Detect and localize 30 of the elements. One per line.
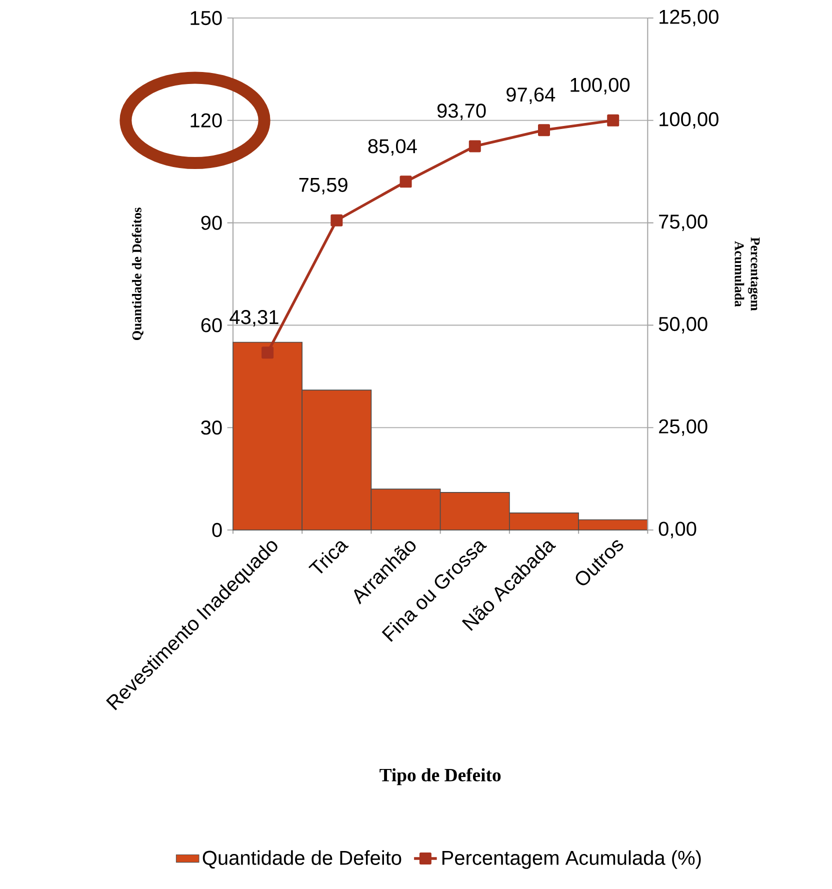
y2-axis-title: Percentagem Acumulada xyxy=(734,237,760,311)
data-label: 85,04 xyxy=(368,139,417,156)
y-axis-title: Quantidade de Defeitos xyxy=(132,208,144,340)
y-tick-label: 120 xyxy=(190,113,222,128)
y2-tick-label: 75,00 xyxy=(659,214,708,232)
y2-tick-label: 100,00 xyxy=(660,112,718,129)
y-tick-label: 0 xyxy=(212,522,222,538)
legend-label: Quantidade de Defeito xyxy=(202,850,402,869)
data-label: 97,64 xyxy=(506,87,556,104)
point xyxy=(400,176,412,188)
data-label: 93,70 xyxy=(437,104,486,120)
y-tick-label: 150 xyxy=(190,10,222,26)
y-tick-label: 30 xyxy=(201,420,222,435)
point xyxy=(262,346,274,359)
point xyxy=(330,214,343,226)
data-label: 75,59 xyxy=(299,178,348,194)
y2-tick-label: 50,00 xyxy=(658,316,708,334)
y2-tick-label: 0,00 xyxy=(658,522,696,538)
legend-label: Percentagem Acumulada (%) xyxy=(442,850,701,869)
y-tick-label: 60 xyxy=(201,318,222,332)
point xyxy=(538,124,550,136)
point xyxy=(607,114,620,126)
data-label: 100,00 xyxy=(570,78,630,94)
y2-tick-label: 125,00 xyxy=(660,10,718,26)
x-tick-label: Trica xyxy=(308,541,349,574)
x-axis-title: Tipo de Defeito xyxy=(380,768,501,786)
point xyxy=(468,140,481,152)
y2-tick-label: 25,00 xyxy=(659,419,708,436)
y-tick-label: 90 xyxy=(201,216,222,230)
data-label: 43,31 xyxy=(230,310,278,327)
